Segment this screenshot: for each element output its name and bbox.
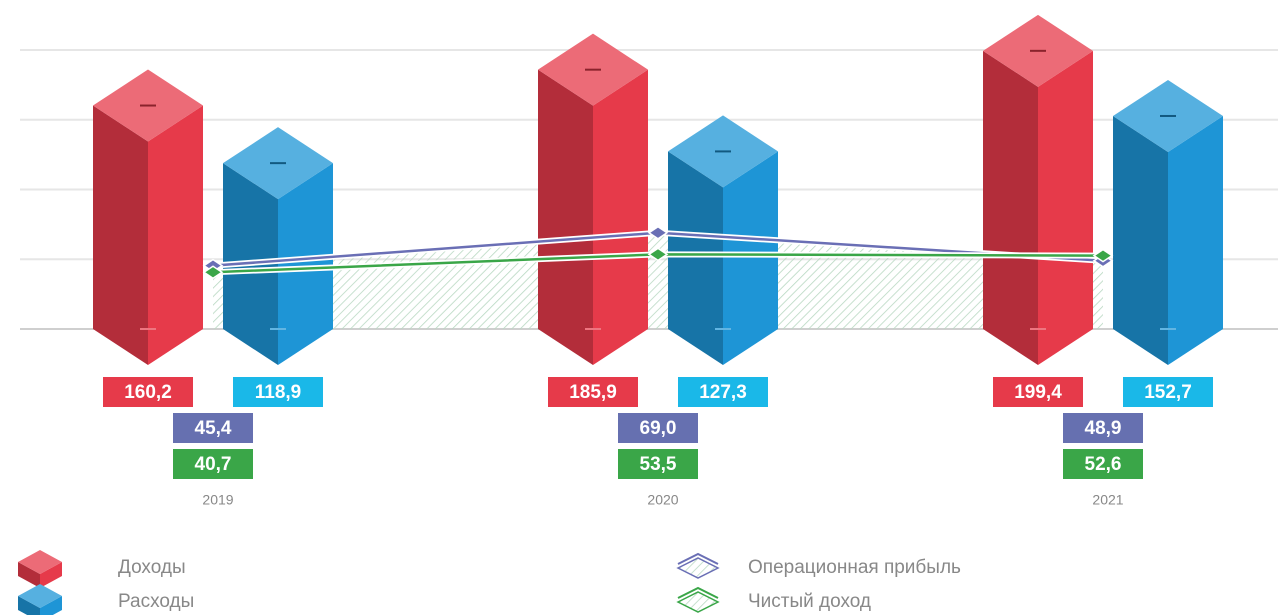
- line-marker: [202, 265, 224, 280]
- value-label-bg: [618, 449, 698, 479]
- x-tick-label: 2020: [647, 492, 678, 508]
- bar-left-face: [983, 50, 1038, 365]
- legend-label: Расходы: [118, 591, 194, 612]
- legend-icon: [18, 596, 40, 615]
- value-label-bg: [618, 413, 698, 443]
- value-label: 152,7: [1144, 382, 1192, 403]
- bar-right-face: [1168, 115, 1223, 366]
- value-label-bg: [1063, 413, 1143, 443]
- value-label-bg: [1063, 449, 1143, 479]
- value-label-bg: [678, 377, 768, 407]
- bar: [93, 69, 203, 366]
- legend-icon: [677, 552, 719, 565]
- legend-icon: [18, 550, 62, 574]
- legend-label: Доходы: [118, 557, 186, 578]
- legend-icon: [18, 562, 40, 588]
- bar: [668, 115, 778, 365]
- value-label: 199,4: [1014, 382, 1062, 403]
- value-label: 52,6: [1085, 454, 1122, 475]
- line-marker: [647, 225, 669, 240]
- line-marker: [647, 247, 669, 262]
- bar: [1113, 79, 1223, 366]
- bar-right-face: [148, 105, 203, 366]
- bar-right-face: [593, 69, 648, 366]
- bar-left-face: [1113, 115, 1168, 366]
- value-label: 48,9: [1085, 418, 1122, 439]
- bar: [538, 33, 648, 366]
- bar: [223, 127, 333, 365]
- value-label: 160,2: [124, 382, 172, 403]
- legend-icon: [18, 584, 62, 608]
- legend-icon: [40, 596, 62, 615]
- value-label-bg: [1123, 377, 1213, 407]
- bar-right-face: [1038, 50, 1093, 365]
- x-tick-label: 2019: [202, 492, 233, 508]
- value-label: 127,3: [699, 382, 747, 403]
- value-label-bg: [173, 449, 253, 479]
- value-label: 45,4: [195, 418, 232, 439]
- bar-right-face: [723, 151, 778, 365]
- value-label: 118,9: [255, 382, 302, 403]
- bar: [983, 14, 1093, 365]
- value-label-bg: [103, 377, 193, 407]
- value-label-bg: [548, 377, 638, 407]
- value-label: 53,5: [640, 454, 677, 475]
- value-label: 185,9: [569, 382, 617, 403]
- value-label-bg: [993, 377, 1083, 407]
- value-label: 40,7: [195, 454, 232, 475]
- line-marker: [1092, 248, 1114, 263]
- legend-label: Чистый доход: [748, 591, 871, 612]
- x-tick-label: 2021: [1092, 492, 1123, 508]
- legend-icon: [676, 591, 720, 613]
- legend-label: Операционная прибыль: [748, 557, 961, 578]
- bar-left-face: [668, 151, 723, 365]
- value-label: 69,0: [640, 418, 677, 439]
- value-label-bg: [173, 413, 253, 443]
- value-label-bg: [233, 377, 323, 407]
- bar-right-face: [278, 163, 333, 365]
- bar-left-face: [538, 69, 593, 366]
- legend-icon: [40, 562, 62, 588]
- legend-icon: [677, 586, 719, 599]
- legend-icon: [676, 557, 720, 579]
- hatch-area: [213, 232, 1103, 329]
- bar-left-face: [93, 105, 148, 366]
